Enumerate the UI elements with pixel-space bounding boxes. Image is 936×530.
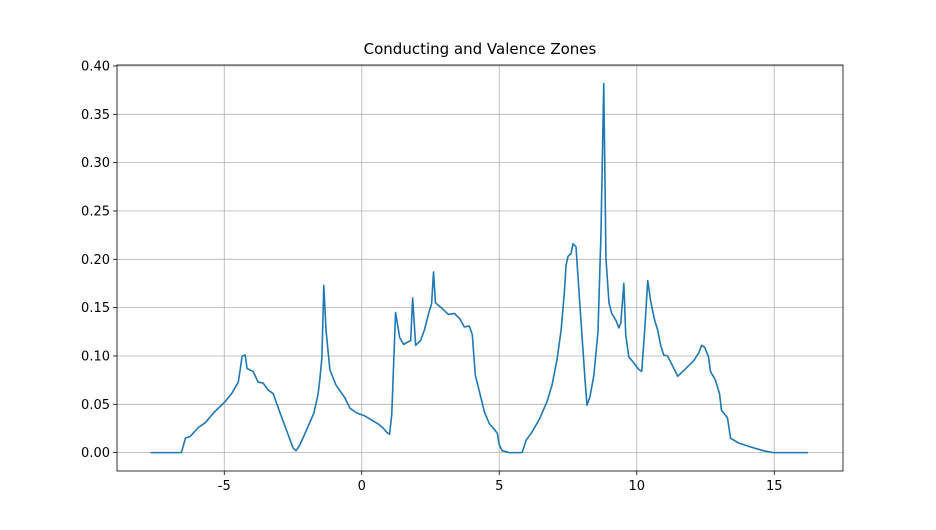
y-tick-label: 0.10 xyxy=(81,349,110,364)
line xyxy=(150,82,809,454)
y-tick-label: 0.15 xyxy=(81,301,110,316)
x-tick-label: 5 xyxy=(495,479,503,494)
y-tick-label: 0.30 xyxy=(81,156,110,171)
plot-frame xyxy=(116,64,844,472)
y-tick-label: 0.00 xyxy=(81,446,110,461)
x-tick-label: 0 xyxy=(358,479,366,494)
chart-title: Conducting and Valence Zones xyxy=(364,40,597,58)
y-tick-label: 0.25 xyxy=(81,204,110,219)
x-tick-label: 10 xyxy=(628,479,645,494)
x-tick-label: -5 xyxy=(218,479,231,494)
y-tick-label: 0.35 xyxy=(81,108,110,123)
y-tick-label: 0.40 xyxy=(81,59,110,74)
y-tick-label: 0.05 xyxy=(81,398,110,413)
y-tick-label: 0.20 xyxy=(81,253,110,268)
x-tick-label: 15 xyxy=(766,479,783,494)
